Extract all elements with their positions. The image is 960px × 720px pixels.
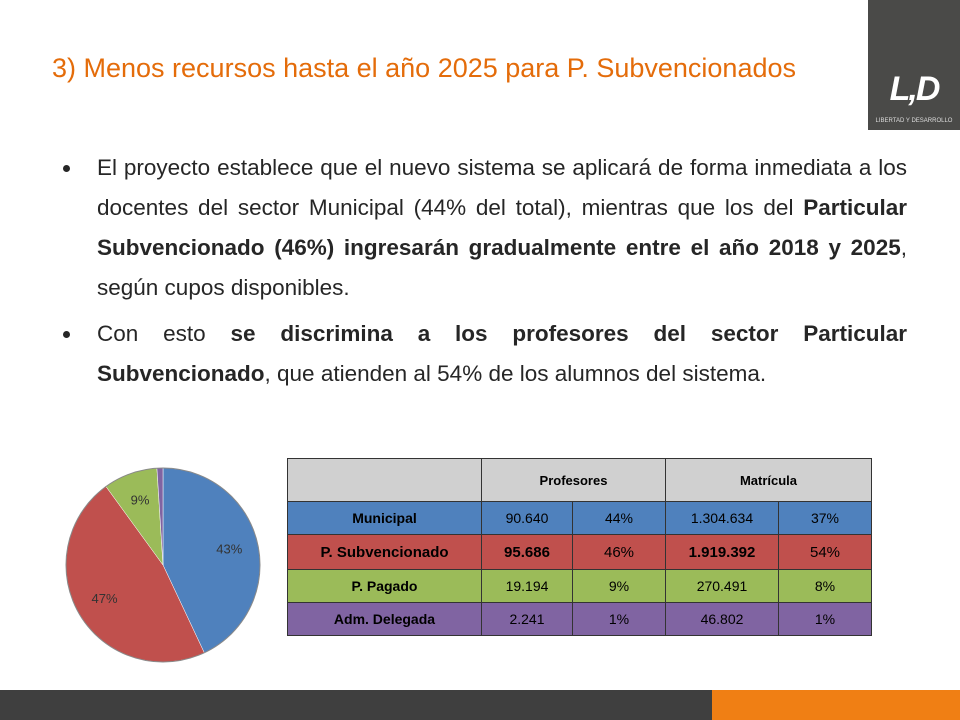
header-cell: Profesores <box>481 458 666 502</box>
cell: 37% <box>778 501 872 535</box>
text: , según cupos disponibles. <box>97 235 907 300</box>
header-row: Profesores Matrícula <box>287 458 872 502</box>
cell: 1.919.392 <box>665 534 779 570</box>
footer-accent <box>712 690 960 720</box>
slice-label: 9% <box>131 493 150 508</box>
slide-title: 3) Menos recursos hasta el año 2025 para… <box>52 53 796 83</box>
row-label: P. Subvencionado <box>287 534 482 570</box>
slice-label: 43% <box>216 542 242 557</box>
cell: 1.304.634 <box>665 501 779 535</box>
header-cell <box>287 458 482 502</box>
bullet: Con esto se discrimina a los profesores … <box>63 314 907 394</box>
cell: 8% <box>778 569 872 603</box>
logo: L,D LIBERTAD Y DESARROLLO <box>868 0 960 130</box>
row-label: Adm. Delegada <box>287 602 482 636</box>
logo-text: LIBERTAD Y DESARROLLO <box>875 118 953 124</box>
slice-label: 47% <box>92 591 118 606</box>
row-label: Municipal <box>287 501 482 535</box>
cell: 9% <box>572 569 666 603</box>
bullet-list: El proyecto establece que el nuevo siste… <box>63 148 907 400</box>
bold-text: se discrimina a los profesores del secto… <box>97 321 907 386</box>
cell: 2.241 <box>481 602 573 636</box>
cell: 270.491 <box>665 569 779 603</box>
cell: 44% <box>572 501 666 535</box>
bold-text: Particular Subvencionado (46%) ingresará… <box>97 195 907 260</box>
cell: 95.686 <box>481 534 573 570</box>
text: Con esto <box>97 321 231 346</box>
cell: 46.802 <box>665 602 779 636</box>
cell: 1% <box>778 602 872 636</box>
row-label: P. Pagado <box>287 569 482 603</box>
bullet: El proyecto establece que el nuevo siste… <box>63 148 907 308</box>
text: , que atienden al 54% de los alumnos del… <box>264 361 767 386</box>
table-row: Adm. Delegada 2.241 1% 46.802 1% <box>287 602 872 636</box>
pie-chart: 43% 47% 9% <box>65 467 261 663</box>
pie-rim <box>65 467 261 663</box>
table-row: P. Subvencionado 95.686 46% 1.919.392 54% <box>287 534 872 570</box>
table-row: Municipal 90.640 44% 1.304.634 37% <box>287 501 872 535</box>
text: El proyecto establece que el nuevo siste… <box>97 155 907 220</box>
cell: 1% <box>572 602 666 636</box>
data-table: Profesores Matrícula Municipal 90.640 44% 1.3… <box>287 458 872 636</box>
cell: 54% <box>778 534 872 570</box>
table-row: P. Pagado 19.194 9% 270.491 8% <box>287 569 872 603</box>
logo-mark: L,D <box>889 70 941 108</box>
cell: 90.640 <box>481 501 573 535</box>
cell: 19.194 <box>481 569 573 603</box>
footer-bar <box>0 690 712 720</box>
header-cell: Matrícula <box>665 458 872 502</box>
cell: 46% <box>572 534 666 570</box>
